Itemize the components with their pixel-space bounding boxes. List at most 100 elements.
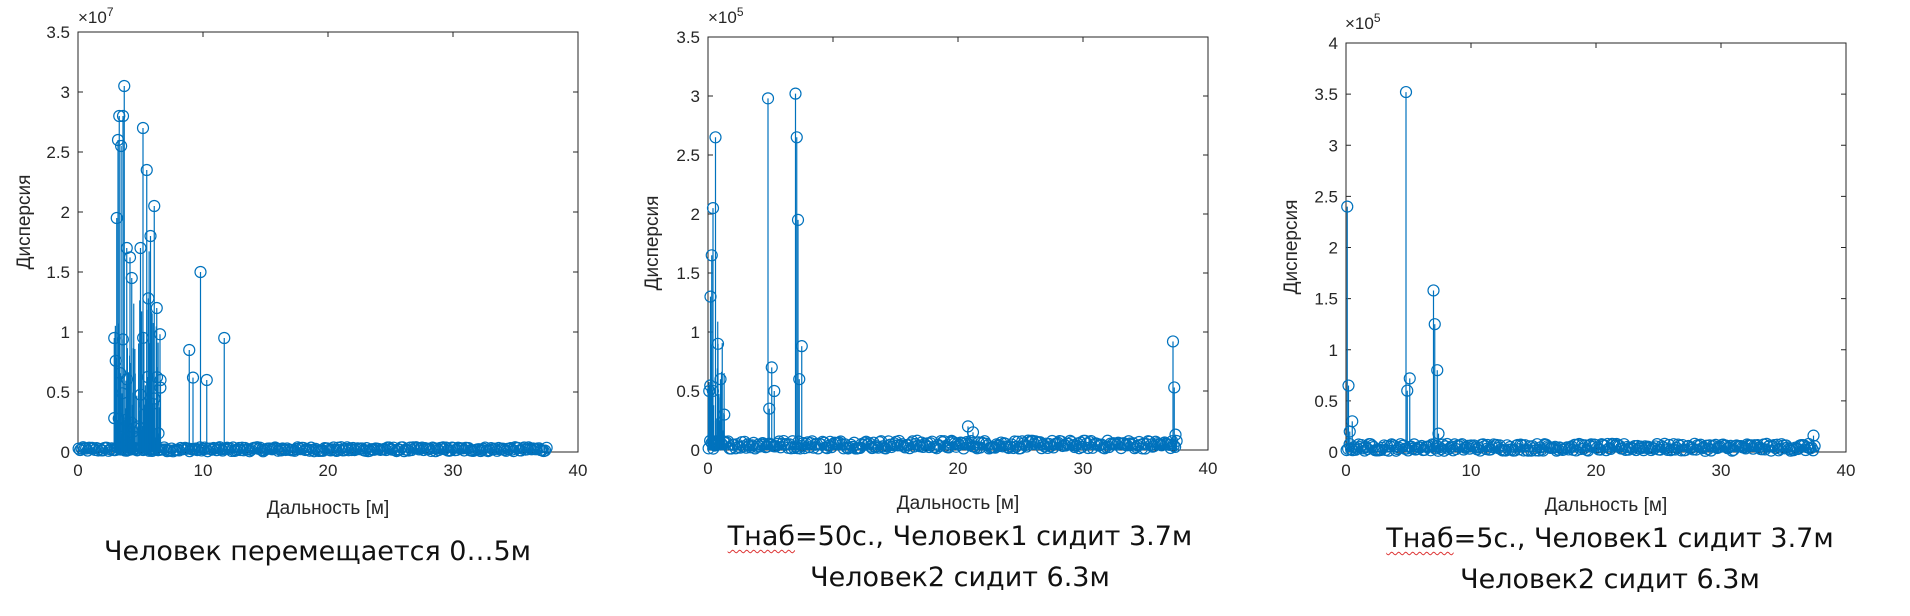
chart-3-ytick-label: 3.5 [1314,85,1338,104]
chart-1: ×107 Дисперсия Дальность [м] 0 10 20 30 40 0 0… [14,5,587,519]
chart-1-peak-marker [186,371,200,384]
chart-1-peak-marker [125,271,138,285]
chart-1-ytick-label: 2.5 [46,143,70,162]
chart-1-peak-marker [183,343,196,357]
chart-2-peak-marker [793,373,806,386]
chart-1-xlabel: Дальность [м] [267,498,389,519]
chart-1-xtick-label: 20 [319,461,338,480]
chart-2-peak-marker [791,213,805,226]
chart-1-peak-marker [140,163,153,177]
chart-2-marker [960,436,973,449]
chart-3-marker [1609,439,1622,452]
chart-2-ytick-label: 1 [691,323,700,342]
chart-1-peak-marker [136,121,150,135]
chart-2-marker [872,441,885,454]
chart-3-marker [1667,438,1680,451]
chart-2-peak-marker [765,361,778,374]
chart-2-ytick-label: 2.5 [676,146,700,165]
chart-3-caption-rest: =5с., Человек1 сидит 3.7м [1453,523,1834,554]
chart-2-ytick-label: 0 [691,441,700,460]
chart-2-xlabel: Дальность [м] [897,493,1019,514]
chart-3-peak-marker [1403,372,1416,385]
chart-3-xtick-label: 20 [1587,461,1606,480]
chart-1-xtick-label: 30 [444,461,463,480]
chart-1-marker [152,427,165,440]
chart-2-peak-marker [703,384,716,398]
chart-2-xtick-label: 30 [1074,459,1093,478]
chart-3-xtick-label: 0 [1341,461,1350,480]
chart-3-peak-marker [1399,85,1413,99]
chart-2-caption-rest: =50с., Человек1 сидит 3.7м [795,521,1193,552]
chart-3-peak-marker [1427,284,1440,297]
chart-1-xtick-label: 0 [73,461,82,480]
chart-2-stems [702,87,1183,455]
chart-2-y-exponent: ×105 [708,5,744,27]
chart-1-peak-marker [150,301,163,315]
chart-3-ytick-label: 0.5 [1314,392,1338,411]
chart-2-peak-marker [709,131,722,144]
chart-3-ytick-label: 1 [1329,341,1338,360]
chart-3-peak-marker [1431,364,1444,377]
chart-2-peak-marker [705,249,718,262]
chart-1-y-exponent: ×107 [78,5,114,27]
chart-2-peak-marker [706,202,720,215]
chart-3-xtick-label: 40 [1837,461,1856,480]
chart-2-peak-marker [714,373,727,386]
chart-3-y-exponent: ×105 [1345,11,1381,33]
chart-3-peak-marker [1807,429,1820,442]
chart-3: ×105 Дисперсия Дальность [м] 0 10 20 30 40 0 0… [1281,11,1855,516]
chart-2-peak-marker [761,92,775,105]
chart-2-peak-marker [1169,428,1182,441]
chart-1-ytick-label: 3.5 [46,23,70,42]
chart-2-marker [968,440,981,453]
chart-2-peak-marker [718,408,731,421]
chart-1-ytick-label: 2 [61,203,70,222]
chart-3-peak-marker [1341,200,1354,213]
chart-1-xtick-label: 10 [194,461,213,480]
chart-3-caption-prefix: Тнаб [1386,523,1454,554]
chart-3-caption-line-1: Тнаб=5с., Человек1 сидит 3.7м [1330,523,1890,554]
chart-1-peak-marker [120,241,133,255]
chart-1-peak-marker [110,211,123,225]
chart-2-caption-prefix: Тнаб [727,521,796,552]
chart-3-ytick-label: 0 [1329,443,1338,462]
chart-2-caption-line-2: Человек2 сидит 6.3м [810,562,1110,593]
chart-2-peak-marker [790,131,803,144]
chart-1-peak-marker [116,109,130,123]
chart-2-ytick-label: 3 [691,87,700,106]
chart-2-xtick-label: 10 [824,459,843,478]
chart-1-caption: Человек перемещается 0…5м [103,536,532,567]
chart-1-peak-marker [148,199,161,213]
chart-2-ylabel: Дисперсия [642,196,663,291]
chart-1-peak-marker [134,241,147,255]
chart-2-peak-marker [1168,381,1181,394]
chart-1-peak-marker [118,79,131,93]
chart-2-peak-marker [1166,335,1180,348]
chart-2-peak-marker [789,87,802,100]
chart-1-marker [539,444,552,457]
chart-3-ytick-label: 1.5 [1314,290,1338,309]
chart-3-ytick-label: 2.5 [1314,187,1338,206]
chart-2-peak-marker [768,384,781,398]
chart-3-peak-marker [1346,415,1359,428]
chart-1-xtick-label: 40 [569,461,588,480]
chart-2-xtick-label: 40 [1199,459,1218,478]
chart-1-peak-marker [154,373,167,387]
chart-2-ytick-label: 3.5 [676,28,700,47]
chart-3-xlabel: Дальность [м] [1545,495,1667,516]
chart-1-ytick-label: 0 [61,443,70,462]
chart-2-caption-line-1: Тнаб=50с., Человек1 сидит 3.7м [680,521,1240,552]
chart-2-xtick-label: 0 [703,459,712,478]
chart-3-peak-marker [1432,427,1445,440]
chart-3-ytick-label: 2 [1329,239,1338,258]
chart-2-peak-marker [966,426,980,439]
chart-3-axes-box [1345,42,1847,453]
chart-3-ylabel: Дисперсия [1281,200,1302,295]
chart-3-xtick-label: 10 [1462,461,1481,480]
chart-3-peak-marker [1401,384,1414,397]
chart-1-ytick-label: 0.5 [46,383,70,402]
chart-2-ytick-label: 2 [691,205,700,224]
chart-3-xtick-label: 30 [1712,461,1731,480]
chart-1-peak-marker [200,373,213,387]
chart-2-ytick-label: 0.5 [676,382,700,401]
